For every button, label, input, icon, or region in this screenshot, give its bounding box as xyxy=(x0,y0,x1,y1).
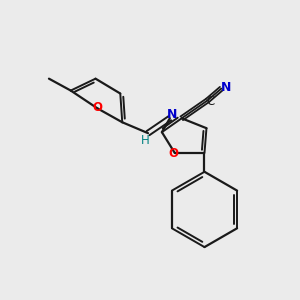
Text: N: N xyxy=(221,81,232,94)
Text: O: O xyxy=(92,101,103,114)
Text: H: H xyxy=(141,134,149,147)
Text: N: N xyxy=(167,108,177,121)
Text: C: C xyxy=(206,95,214,108)
Text: O: O xyxy=(169,148,179,160)
